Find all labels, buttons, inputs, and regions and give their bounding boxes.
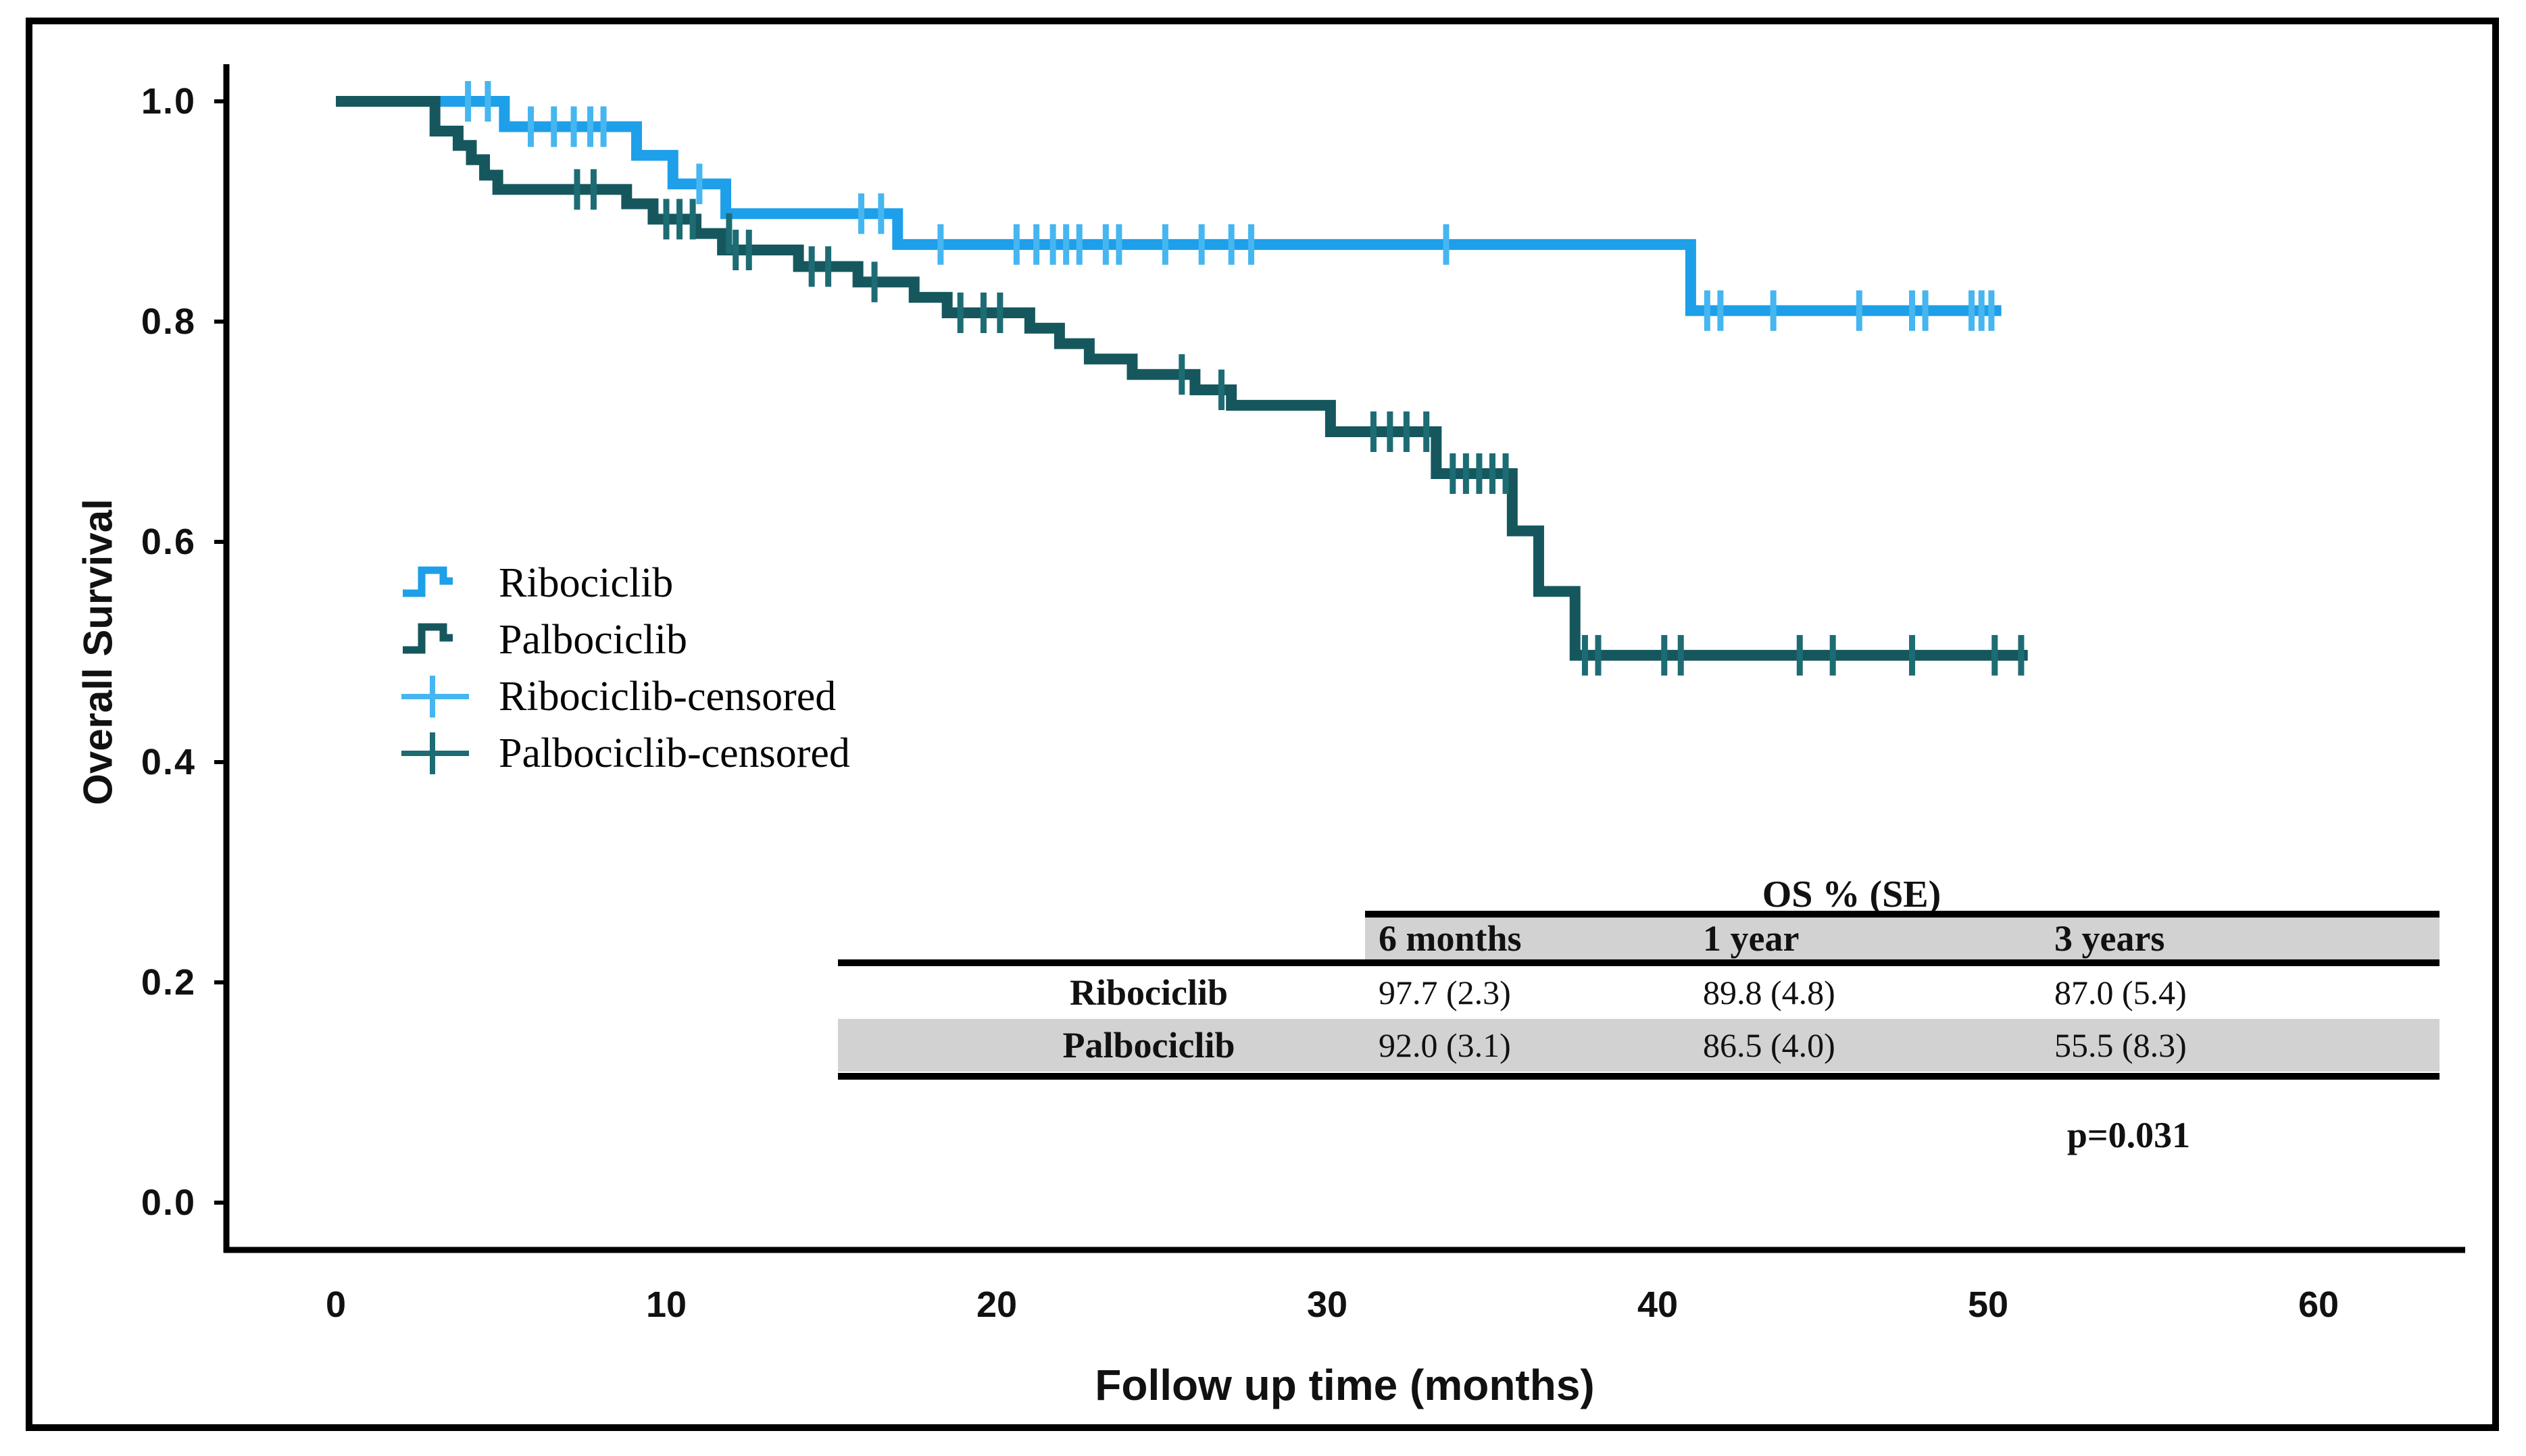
y-tick-label: 0.4 — [141, 742, 196, 782]
km-curve-ribociclib — [336, 96, 2002, 316]
x-tick-label: 40 — [1637, 1284, 1679, 1325]
legend-label: Ribociclib — [499, 559, 674, 606]
p-value: p=0.031 — [2066, 1115, 2191, 1155]
table-rule-mid — [838, 959, 2440, 966]
legend-item-ribociclib-censored: Ribociclib-censored — [399, 673, 836, 720]
legend-item-ribociclib: Ribociclib — [399, 559, 673, 607]
figure-border — [26, 18, 2499, 1431]
table-row-ribociclib: Ribociclib 97.7 (2.3) 89.8 (4.8) 87.0 (5.4) — [838, 966, 2440, 1019]
y-tick-label: 0.8 — [141, 301, 196, 342]
table-row-palbociclib: Palbociclib 92.0 (3.1) 86.5 (4.0) 55.5 (8.3… — [838, 1019, 2440, 1072]
x-tick-label: 0 — [325, 1284, 347, 1325]
legend-label: Ribociclib-censored — [499, 673, 837, 720]
x-tick-label: 60 — [2298, 1284, 2339, 1325]
table-column-header: 1 year — [1703, 918, 1800, 959]
summary-table-title: OS % (SE) — [1762, 874, 1941, 915]
summary-table: OS % (SE) 6 months 1 year 3 years Ribocicl… — [838, 865, 2440, 1155]
legend-label: Palbociclib-censored — [499, 730, 850, 776]
x-tick-label: 20 — [976, 1284, 1018, 1325]
table-row-label: Palbociclib — [1062, 1025, 1235, 1065]
x-tick-label: 50 — [1967, 1284, 2009, 1325]
table-header-row: 6 months 1 year 3 years — [1365, 918, 2440, 959]
table-cell-value: 55.5 (8.3) — [2054, 1026, 2187, 1064]
table-column-header: 3 years — [2054, 918, 2165, 959]
x-axis-title: Follow up time (months) — [1095, 1361, 1595, 1409]
table-row-label: Ribociclib — [1069, 972, 1228, 1013]
table-cell-value: 87.0 (5.4) — [2054, 974, 2187, 1011]
censor-cross-icon — [401, 676, 469, 718]
table-cell-value: 92.0 (3.1) — [1379, 1026, 1511, 1064]
y-tick-label: 0.0 — [141, 1182, 196, 1223]
table-cell-value: 97.7 (2.3) — [1379, 974, 1511, 1011]
step-line-icon — [403, 623, 453, 654]
x-tick-label: 30 — [1306, 1284, 1348, 1325]
table-column-header: 6 months — [1379, 918, 1522, 959]
step-line-icon — [403, 566, 453, 597]
legend-label: Palbociclib — [499, 616, 687, 663]
y-tick-label: 0.6 — [141, 522, 196, 562]
km-curve-palbociclib — [336, 96, 2028, 661]
legend-item-palbociclib-censored: Palbociclib-censored — [399, 730, 850, 777]
censor-cross-icon — [401, 732, 469, 774]
y-axis-title: Overall Survival — [75, 499, 121, 805]
legend-item-palbociclib: Palbociclib — [399, 616, 687, 663]
table-cell-value: 86.5 (4.0) — [1703, 1026, 1835, 1064]
y-tick-label: 1.0 — [141, 81, 196, 122]
table-cell-value: 89.8 (4.8) — [1703, 974, 1835, 1011]
x-tick-label: 10 — [645, 1284, 687, 1325]
table-rule-top — [1365, 911, 2440, 918]
table-rule-bottom — [838, 1073, 2440, 1080]
y-tick-label: 0.2 — [141, 962, 196, 1003]
